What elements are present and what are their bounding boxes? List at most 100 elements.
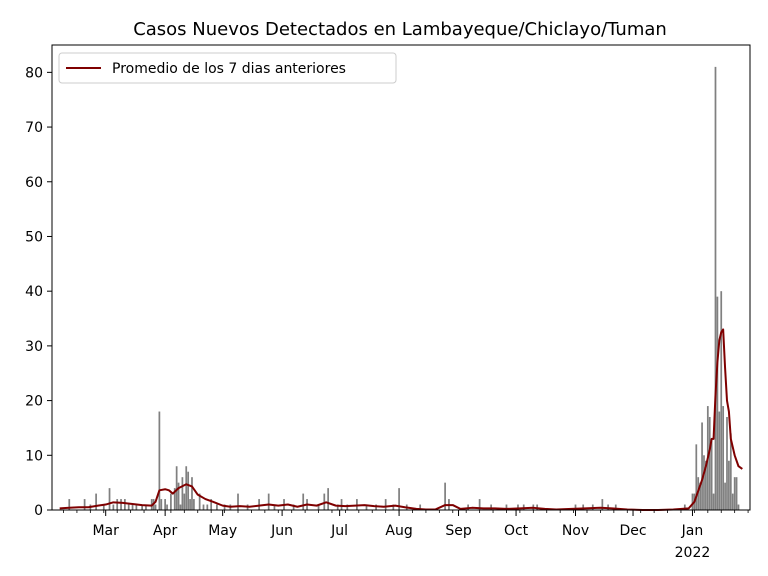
bar (327, 488, 329, 510)
bar (237, 493, 239, 510)
bar (164, 499, 166, 510)
bar (145, 504, 147, 510)
bar (718, 411, 721, 510)
bar (183, 493, 186, 510)
bar (258, 499, 260, 510)
bar (444, 482, 446, 510)
bar (166, 504, 168, 510)
x-tick-label: Oct (504, 523, 529, 539)
bar (102, 504, 105, 510)
y-tick-label: 20 (25, 394, 43, 410)
bar (733, 477, 736, 510)
x-tick-label: Mar (92, 523, 119, 539)
bar (708, 417, 711, 510)
bar (574, 504, 577, 510)
bar (191, 477, 193, 510)
bar (189, 499, 191, 510)
bar (365, 504, 368, 510)
bar (154, 504, 157, 510)
bar (198, 493, 201, 510)
y-axis: 0 10 20 30 40 50 60 70 80 (25, 65, 52, 519)
bar (124, 499, 126, 510)
bar (131, 504, 134, 510)
bar (517, 504, 519, 510)
legend-box (58, 52, 397, 84)
bar (116, 499, 119, 510)
bar (177, 482, 180, 510)
x-tick-label: Jun (270, 523, 293, 539)
bar (170, 493, 172, 510)
bar (68, 499, 71, 510)
bar (601, 499, 604, 510)
bar (683, 504, 686, 510)
bar (705, 460, 707, 510)
y-tick-label: 70 (25, 120, 43, 136)
bar (614, 504, 617, 510)
bar (728, 460, 730, 510)
bar (695, 444, 698, 510)
bar (735, 477, 738, 510)
bar (710, 438, 713, 510)
bar (490, 504, 492, 510)
bar (712, 493, 715, 510)
bar (724, 482, 726, 510)
bar (216, 504, 218, 510)
bar (302, 493, 305, 510)
x-tick-label: Apr (153, 523, 177, 539)
x-tick-label: Jan (681, 523, 704, 539)
bar (699, 482, 702, 510)
bar (292, 504, 295, 510)
bar (135, 504, 138, 510)
bar (206, 504, 209, 510)
bar (95, 493, 97, 510)
bar (223, 504, 226, 510)
legend: Promedio de los 7 dias anteriores (58, 52, 397, 84)
bar (691, 493, 694, 510)
bar (582, 504, 585, 510)
x-tick-label: Dec (619, 523, 646, 539)
bar (731, 493, 734, 510)
bar (336, 504, 339, 510)
bar (478, 499, 481, 510)
plot-frame (51, 44, 751, 511)
y-tick-label: 50 (25, 229, 43, 245)
bar (384, 499, 387, 510)
bar (716, 296, 719, 510)
y-tick-label: 60 (25, 175, 43, 191)
x-tick-sublabel: 2022 (675, 545, 711, 561)
x-tick-label: Aug (385, 523, 412, 539)
bar (273, 504, 276, 510)
bar (398, 488, 400, 510)
bar (141, 504, 143, 510)
bar (160, 499, 163, 510)
bar (179, 504, 182, 510)
bar (267, 493, 270, 510)
bar (323, 493, 326, 510)
bar (120, 499, 122, 510)
bar (185, 466, 188, 510)
chart-title: Casos Nuevos Detectados en Lambayeque/Ch… (133, 19, 667, 40)
bar (112, 504, 115, 510)
bars-group (68, 66, 740, 510)
y-tick-label: 40 (25, 284, 43, 300)
bar (714, 66, 717, 510)
bar (158, 411, 161, 510)
line-group (59, 328, 743, 511)
bar (720, 291, 723, 510)
y-tick-label: 30 (25, 339, 43, 355)
y-tick-label: 80 (25, 65, 43, 81)
bar (202, 504, 205, 510)
bar (346, 504, 349, 510)
bar (340, 499, 343, 510)
bar (210, 499, 213, 510)
bar (173, 488, 176, 510)
bar (419, 504, 422, 510)
x-tick-label: Jul (330, 523, 348, 539)
bar (392, 504, 395, 510)
bar (175, 466, 178, 510)
bar (127, 504, 130, 510)
bar (726, 417, 728, 510)
bar (108, 488, 111, 510)
